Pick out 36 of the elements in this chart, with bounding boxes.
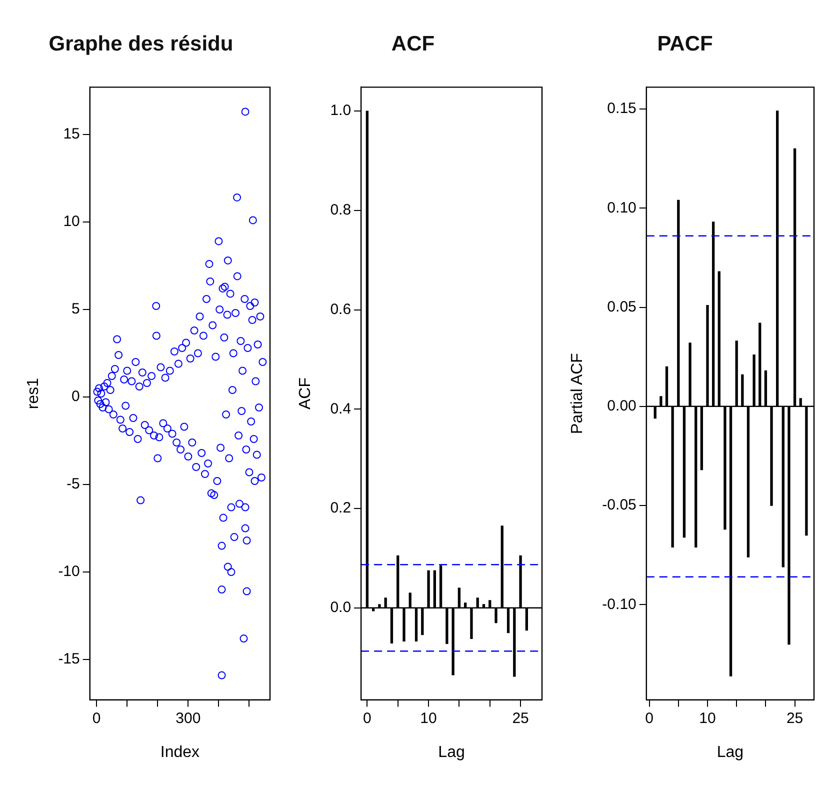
y-tick-label: 0.8 [330, 202, 352, 219]
y-tick-label: 0.15 [607, 100, 636, 118]
chart-title: ACF [391, 32, 435, 56]
y-tick-label: 1.0 [330, 102, 352, 120]
x-axis-title: Lag [438, 744, 465, 761]
y-tick-label: 0.10 [607, 199, 636, 216]
y-tick-label: 0.00 [607, 398, 636, 415]
y-tick-label: -0.10 [602, 596, 636, 613]
x-tick-label: 300 [176, 710, 201, 727]
y-tick-label: 10 [63, 213, 80, 230]
y-tick-label: 0.0 [330, 599, 352, 616]
y-tick-label: 0 [72, 388, 80, 406]
x-tick-label: 25 [786, 710, 804, 727]
x-tick-label: 0 [92, 710, 101, 727]
y-tick-label: 15 [63, 126, 80, 143]
y-tick-label: -15 [58, 650, 80, 668]
x-tick-label: 10 [420, 710, 437, 727]
y-tick-label: 0.2 [330, 500, 352, 517]
y-tick-label: 0.05 [607, 298, 636, 316]
x-axis-title: Index [160, 744, 200, 761]
y-axis-title: ACF [297, 377, 314, 410]
x-tick-label: 0 [363, 710, 372, 727]
y-tick-label: -10 [58, 563, 80, 580]
x-tick-label: 25 [512, 710, 529, 727]
y-tick-label: -5 [66, 476, 80, 493]
y-tick-label: -0.05 [602, 496, 636, 514]
x-tick-label: 0 [645, 710, 654, 727]
y-tick-label: 0.6 [330, 300, 352, 318]
x-tick-label: 10 [699, 710, 716, 727]
y-axis-title: res1 [25, 378, 42, 410]
x-axis-title: Lag [716, 744, 744, 761]
y-tick-label: 0.4 [330, 400, 352, 418]
y-axis-title: Partial ACF [569, 352, 586, 434]
chart-title: Graphe des résidu [48, 32, 234, 56]
y-tick-label: 5 [72, 300, 80, 318]
chart-title: PACF [657, 32, 713, 56]
